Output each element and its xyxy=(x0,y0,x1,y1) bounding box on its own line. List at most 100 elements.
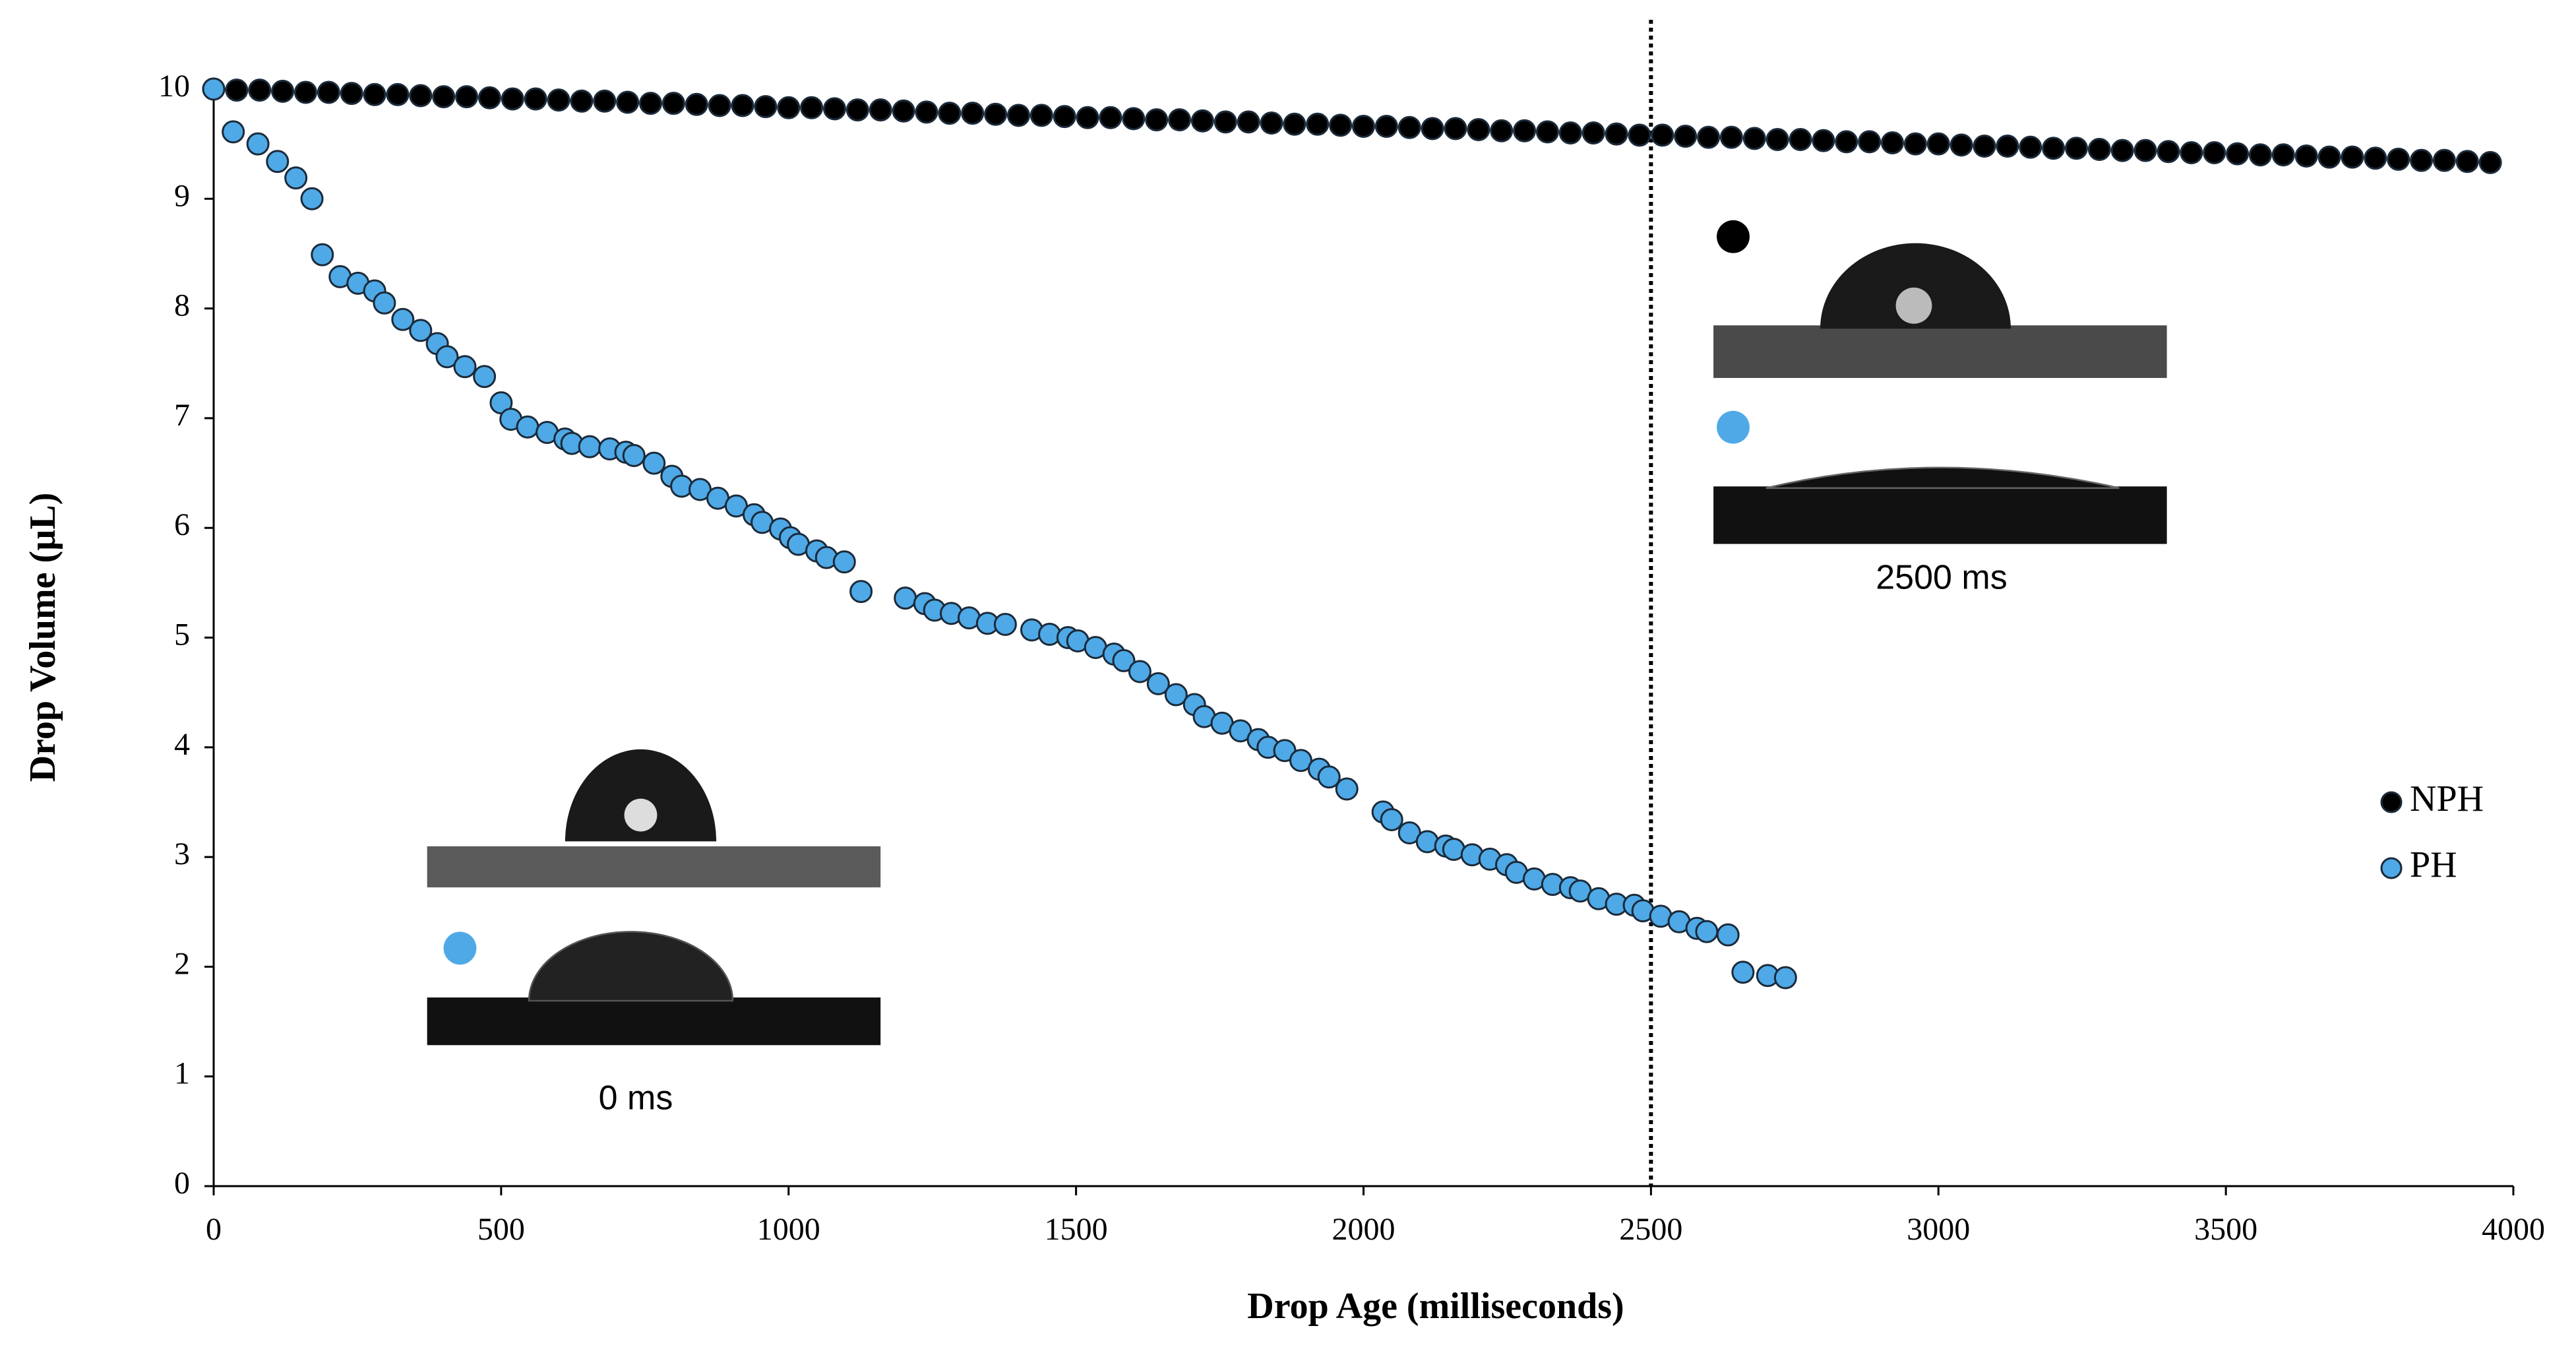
point xyxy=(391,307,415,331)
point xyxy=(409,84,433,108)
point xyxy=(1719,125,1743,149)
photo-substrate xyxy=(427,846,881,888)
y-tick-label: 5 xyxy=(174,617,190,652)
point xyxy=(1112,648,1136,672)
point xyxy=(293,80,317,104)
point xyxy=(317,80,340,104)
y-tick-label: 3 xyxy=(174,836,190,871)
y-tick-label: 10 xyxy=(158,69,190,104)
point xyxy=(1164,683,1188,707)
point xyxy=(2271,143,2295,167)
point xyxy=(1789,127,1812,151)
point xyxy=(1765,127,1789,151)
point xyxy=(1076,106,1099,129)
point xyxy=(455,85,479,109)
x-tick-label: 0 xyxy=(206,1212,222,1247)
point xyxy=(731,94,754,117)
photo-drop xyxy=(565,749,717,842)
point xyxy=(2203,141,2226,164)
point xyxy=(622,443,646,467)
point xyxy=(373,291,396,315)
point xyxy=(1421,117,1444,141)
point xyxy=(2317,145,2341,169)
point xyxy=(1374,115,1398,139)
point xyxy=(984,102,1008,126)
x-tick-label: 4000 xyxy=(2482,1212,2545,1247)
x-tick-label: 500 xyxy=(477,1212,525,1247)
point xyxy=(1926,132,1950,156)
point xyxy=(1145,108,1169,132)
point xyxy=(2133,139,2157,162)
photo-substrate xyxy=(1713,325,2167,378)
photo-substrate xyxy=(427,997,881,1046)
annotation: 2500 ms xyxy=(1876,559,2007,597)
point xyxy=(477,86,501,110)
point xyxy=(432,85,456,109)
point xyxy=(1716,923,1740,947)
point xyxy=(661,92,685,115)
point xyxy=(1558,121,1582,145)
x-tick-label: 1500 xyxy=(1045,1212,1108,1247)
point xyxy=(453,355,477,379)
y-tick-label: 0 xyxy=(174,1166,190,1201)
point xyxy=(2248,143,2272,167)
y-tick-label: 7 xyxy=(174,398,190,433)
point xyxy=(524,87,547,111)
point xyxy=(1190,109,1214,133)
point xyxy=(894,586,917,610)
point xyxy=(2226,142,2250,166)
point xyxy=(2157,140,2180,164)
point xyxy=(1380,808,1403,832)
point xyxy=(1306,112,1330,136)
point xyxy=(300,187,324,210)
inset-dot xyxy=(443,931,477,965)
point xyxy=(1213,110,1237,134)
point xyxy=(915,100,938,124)
point xyxy=(2432,148,2456,172)
inset-dot xyxy=(1717,410,1750,444)
point xyxy=(1146,672,1170,695)
point xyxy=(1695,920,1719,943)
point xyxy=(435,345,459,369)
legend-marker xyxy=(2380,857,2403,879)
point xyxy=(501,87,524,111)
point xyxy=(570,89,594,113)
point xyxy=(1742,127,1766,150)
point xyxy=(1881,131,1905,154)
x-tick-label: 2000 xyxy=(1332,1212,1395,1247)
point xyxy=(363,82,386,106)
point xyxy=(248,79,272,102)
point xyxy=(1397,115,1421,139)
point xyxy=(800,96,824,119)
point xyxy=(822,97,846,121)
x-tick-label: 2500 xyxy=(1619,1212,1682,1247)
y-tick-label: 8 xyxy=(174,288,190,323)
y-axis-label: Drop Volume (µL) xyxy=(22,493,63,782)
point xyxy=(938,102,962,125)
y-tick-label: 2 xyxy=(174,946,190,981)
point xyxy=(1858,130,1882,154)
point xyxy=(1168,108,1192,132)
point xyxy=(386,82,410,106)
point xyxy=(2364,146,2387,170)
point xyxy=(2294,144,2318,168)
point xyxy=(2180,141,2203,164)
point xyxy=(1535,120,1559,144)
point xyxy=(266,150,290,174)
point xyxy=(1812,129,1835,152)
point xyxy=(547,88,570,112)
point xyxy=(777,96,801,119)
point xyxy=(1513,119,1537,142)
point xyxy=(2019,135,2042,159)
point xyxy=(1289,749,1312,773)
point xyxy=(311,243,334,267)
point xyxy=(1949,133,1973,157)
point xyxy=(1467,118,1490,142)
y-tick-label: 6 xyxy=(174,507,190,542)
point xyxy=(2064,137,2088,160)
point xyxy=(1581,121,1605,145)
point xyxy=(708,94,731,117)
point xyxy=(222,120,245,144)
inset-photos xyxy=(427,220,2167,1046)
